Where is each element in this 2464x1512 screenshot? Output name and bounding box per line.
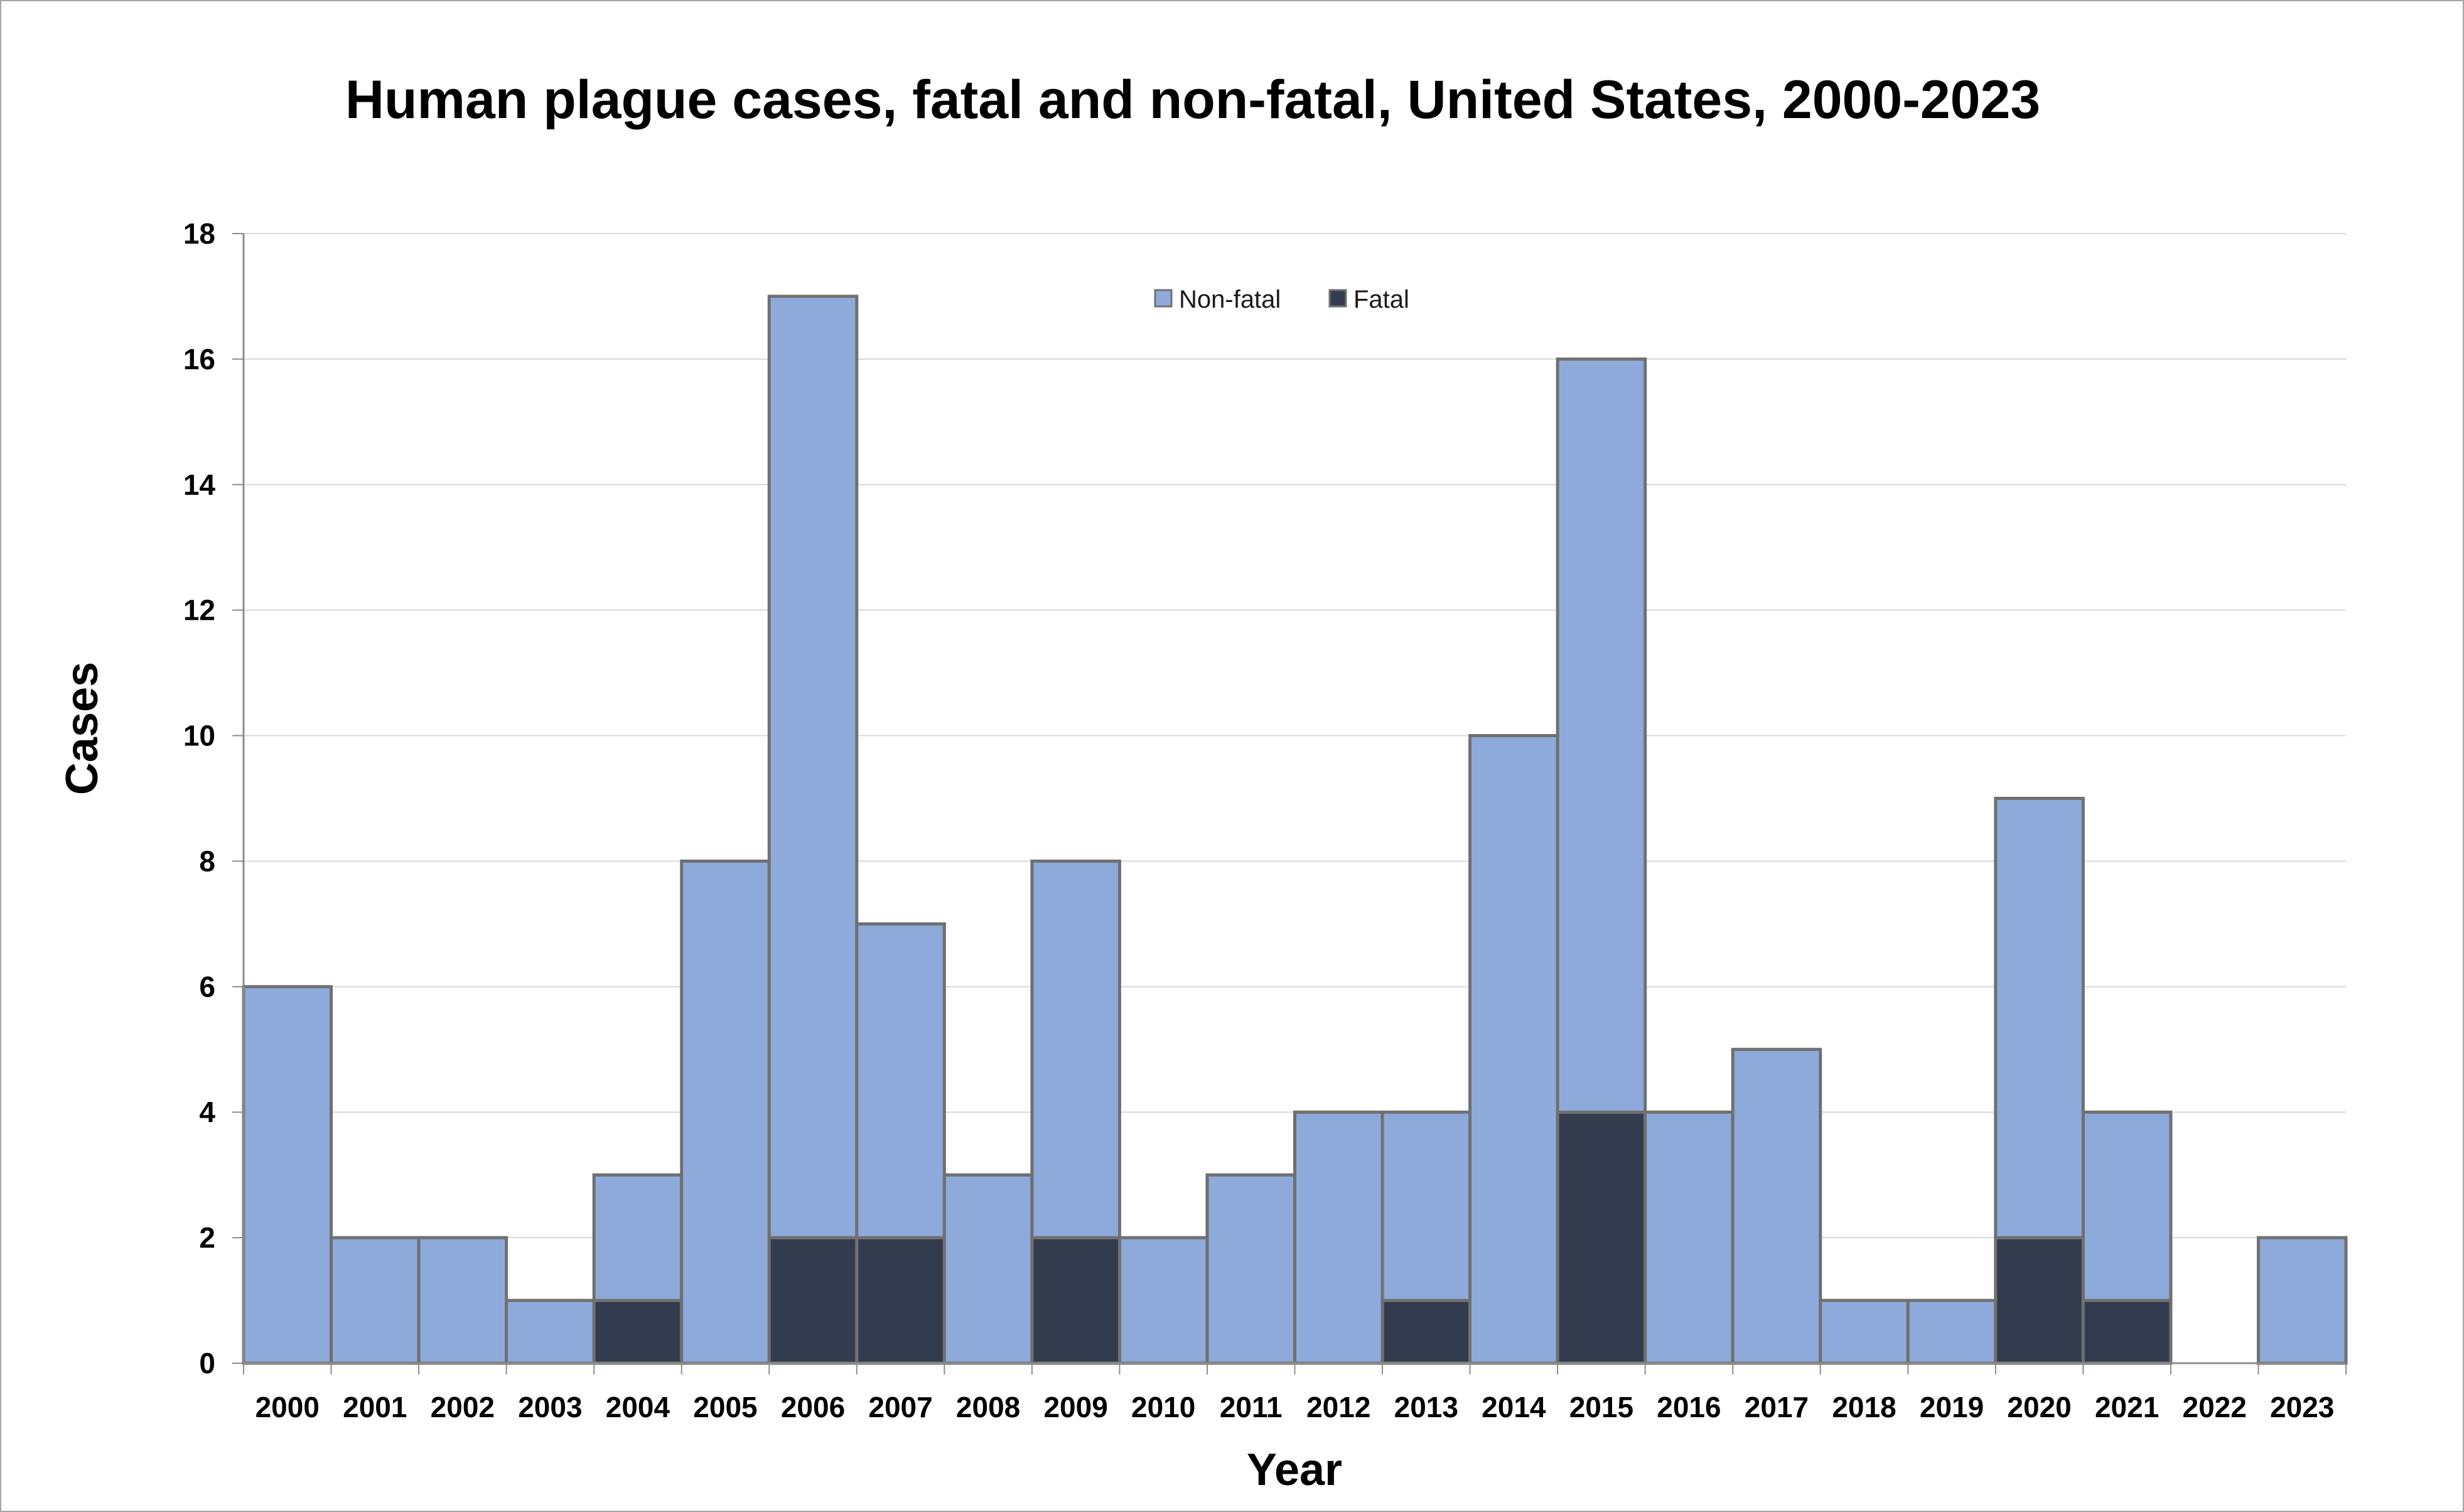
bar-non-fatal-2018 [1819, 1299, 1910, 1365]
bars [242, 294, 2348, 1365]
y-tick-label: 14 [183, 468, 216, 501]
bar-fatal-2020 [1994, 1236, 2085, 1365]
x-tick-label-2021: 2021 [2095, 1391, 2159, 1423]
bar-non-fatal-2017 [1731, 1047, 1822, 1365]
y-tick-label: 16 [183, 343, 215, 375]
y-tick-label: 6 [199, 970, 215, 1003]
bar-non-fatal-2009 [1030, 859, 1121, 1239]
x-tick-label-2010: 2010 [1131, 1391, 1195, 1423]
y-tick-label: 0 [199, 1347, 215, 1380]
x-tick-label-2003: 2003 [518, 1391, 582, 1423]
y-axis-title: Cases [57, 662, 107, 795]
x-tick-label-2022: 2022 [2183, 1391, 2247, 1423]
chart-title: Human plague cases, fatal and non-fatal,… [345, 70, 2040, 130]
x-tick-label-2016: 2016 [1657, 1391, 1721, 1423]
x-tick-label-2012: 2012 [1306, 1391, 1370, 1423]
y-tick-label: 18 [183, 217, 215, 250]
x-tick-label-2015: 2015 [1569, 1391, 1633, 1423]
legend-label-non-fatal: Non-fatal [1179, 286, 1281, 313]
bar-non-fatal-2004 [592, 1173, 684, 1302]
x-tick-label-2011: 2011 [1220, 1391, 1283, 1423]
bar-fatal-2004 [592, 1299, 684, 1365]
y-tick-label: 10 [183, 720, 215, 752]
x-tick-label-2017: 2017 [1745, 1391, 1809, 1423]
bar-non-fatal-2002 [417, 1236, 508, 1365]
bar-fatal-2015 [1556, 1110, 1647, 1365]
x-tick-label-2007: 2007 [868, 1391, 932, 1423]
x-tick-label-2004: 2004 [606, 1391, 670, 1423]
x-axis-title: Year [1247, 1445, 1342, 1495]
legend-swatch-non-fatal [1154, 289, 1173, 308]
bar-non-fatal-2013 [1380, 1110, 1472, 1302]
bar-fatal-2006 [767, 1236, 859, 1365]
bar-non-fatal-2011 [1205, 1173, 1297, 1365]
bar-fatal-2021 [2081, 1299, 2173, 1365]
x-tick-label-2014: 2014 [1482, 1391, 1546, 1423]
bar-fatal-2009 [1030, 1236, 1121, 1365]
legend-label-fatal: Fatal [1353, 286, 1409, 313]
x-tick-label-2006: 2006 [781, 1391, 845, 1423]
bar-non-fatal-2012 [1293, 1110, 1384, 1365]
axes: 0 2 4 6 8 10 12 14 16 18 2000 2001 2002 2003 2004 2005 2… [183, 217, 2347, 1423]
bar-non-fatal-2008 [942, 1173, 1034, 1365]
bar-non-fatal-2015 [1556, 357, 1647, 1114]
x-tick-label-2023: 2023 [2270, 1391, 2334, 1423]
x-tick-label-2000: 2000 [256, 1391, 320, 1423]
bar-non-fatal-2005 [680, 859, 771, 1365]
bar-non-fatal-2023 [2256, 1236, 2348, 1365]
bar-non-fatal-2001 [330, 1236, 421, 1365]
x-tick-label-2002: 2002 [431, 1391, 495, 1423]
bar-non-fatal-2020 [1994, 797, 2085, 1239]
bar-non-fatal-2014 [1468, 734, 1559, 1365]
bar-non-fatal-2021 [2081, 1110, 2173, 1302]
legend: Non-fatal Fatal [1154, 286, 1409, 313]
y-tick-label: 12 [183, 594, 215, 627]
bar-non-fatal-2003 [505, 1299, 596, 1365]
x-tick-label-2001: 2001 [343, 1391, 407, 1423]
bar-non-fatal-2010 [1117, 1236, 1209, 1365]
bar-non-fatal-2019 [1906, 1299, 1998, 1365]
x-tick-label-2019: 2019 [1920, 1391, 1984, 1423]
y-tick-label: 2 [199, 1221, 215, 1254]
x-tick-label-2013: 2013 [1394, 1391, 1458, 1423]
bar-non-fatal-2007 [855, 922, 946, 1239]
bar-non-fatal-2006 [767, 294, 859, 1239]
bar-fatal-2007 [855, 1236, 946, 1365]
legend-swatch-fatal [1328, 289, 1347, 308]
x-tick-label-2018: 2018 [1832, 1391, 1896, 1423]
x-tick-label-2009: 2009 [1043, 1391, 1107, 1423]
bar-non-fatal-2000 [242, 985, 333, 1365]
x-tick-label-2008: 2008 [956, 1391, 1020, 1423]
bar-non-fatal-2016 [1644, 1110, 1735, 1365]
y-tick-label: 8 [199, 845, 215, 877]
x-tick-label-2020: 2020 [2007, 1391, 2071, 1423]
y-tick-label: 4 [199, 1096, 215, 1128]
bar-fatal-2013 [1380, 1299, 1472, 1365]
x-tick-label-2005: 2005 [693, 1391, 757, 1423]
